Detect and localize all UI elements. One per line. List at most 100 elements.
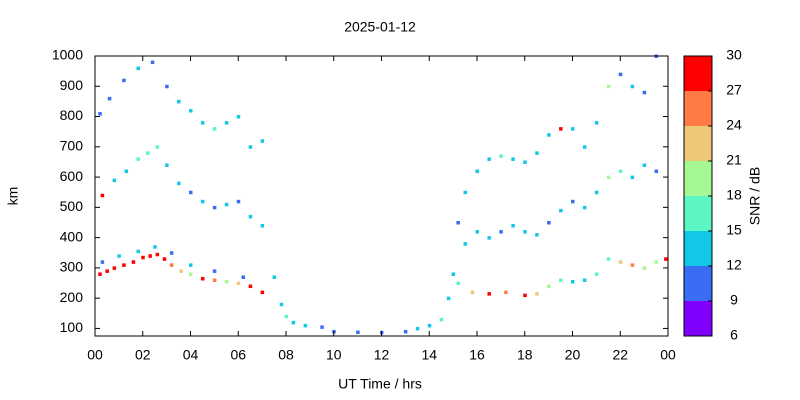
data-point [559, 208, 563, 213]
data-point [439, 317, 444, 322]
y-tick-label: 1000 [52, 47, 83, 63]
data-point [642, 266, 647, 270]
data-point [499, 230, 503, 234]
x-tick-label: 00 [87, 347, 103, 363]
data-point [162, 257, 167, 261]
data-point [654, 260, 659, 264]
data-point [122, 78, 126, 83]
data-point [260, 224, 265, 228]
data-point [189, 272, 193, 276]
x-tick-label: 08 [278, 347, 294, 363]
data-point [117, 254, 121, 258]
data-point [606, 175, 611, 180]
data-point [630, 175, 635, 180]
data-point [630, 263, 635, 267]
colorbar-tick-label: 6 [730, 327, 738, 343]
data-point [169, 251, 174, 255]
x-tick-label: 02 [135, 347, 151, 363]
data-point [487, 292, 491, 296]
data-point [523, 160, 527, 164]
colorbar-tick-label: 30 [726, 47, 742, 63]
data-point [630, 84, 635, 89]
plot-frame [94, 55, 669, 337]
data-point [236, 281, 241, 286]
data-point [535, 233, 539, 237]
data-point [98, 272, 102, 276]
data-point [177, 99, 181, 104]
data-point [475, 230, 479, 234]
x-tick-label: 16 [469, 347, 485, 363]
data-point [131, 260, 136, 264]
y-tick-label: 500 [60, 198, 84, 214]
data-point [487, 236, 491, 240]
data-point [155, 145, 160, 149]
data-point [236, 115, 241, 119]
data-point [606, 84, 611, 89]
data-point [212, 278, 217, 282]
data-point [212, 127, 217, 131]
chart-title: 2025-01-12 [344, 19, 416, 35]
data-point [571, 127, 575, 131]
data-point [594, 121, 599, 125]
data-point [248, 214, 253, 219]
data-point [124, 169, 129, 174]
y-tick-label: 800 [60, 107, 84, 123]
data-point [260, 290, 265, 295]
data-point [136, 249, 140, 254]
data-point [122, 263, 126, 267]
data-point [654, 169, 659, 174]
data-point [320, 325, 324, 329]
x-tick-label: 20 [565, 347, 581, 363]
colorbar-segment [684, 231, 712, 266]
y-tick-label: 200 [60, 289, 84, 305]
x-tick-label: 06 [230, 347, 246, 363]
x-tick-label: 18 [517, 347, 533, 363]
data-point [212, 269, 217, 273]
data-point [547, 133, 551, 137]
data-point [499, 154, 503, 158]
data-point [146, 151, 150, 155]
data-point [248, 145, 253, 149]
colorbar-tick-label: 15 [726, 222, 742, 238]
data-point [470, 290, 475, 295]
data-point [606, 257, 611, 261]
data-point [112, 266, 117, 270]
data-point [487, 157, 491, 161]
data-point [136, 157, 140, 161]
x-axis-label: UT Time / hrs [338, 376, 422, 392]
x-tick-label: 12 [374, 347, 390, 363]
data-point [189, 190, 193, 195]
colorbar-label: SNR / dB [747, 167, 763, 225]
colorbar-tick-label: 9 [730, 292, 738, 308]
data-point [98, 112, 102, 116]
data-point [594, 190, 599, 195]
colorbar-tick-label: 12 [726, 257, 742, 273]
data-point [547, 220, 551, 225]
colorbar-segment [684, 266, 712, 301]
data-point [148, 254, 152, 258]
data-point [535, 292, 539, 296]
y-tick-label: 900 [60, 77, 84, 93]
data-point [165, 163, 169, 167]
data-point [547, 284, 551, 289]
x-tick-label: 14 [421, 347, 437, 363]
data-point [427, 323, 432, 328]
data-point [150, 60, 155, 65]
data-point [571, 280, 575, 284]
data-point [100, 260, 105, 264]
data-point [456, 281, 460, 286]
data-point [291, 320, 296, 325]
data-point [236, 199, 241, 204]
data-point [153, 245, 157, 249]
data-point [642, 90, 647, 95]
colorbar-segment [684, 196, 712, 231]
data-point [279, 302, 284, 307]
data-point [463, 190, 468, 195]
data-point [642, 163, 647, 167]
data-point [224, 121, 229, 125]
colorbar-tick-label: 18 [726, 187, 742, 203]
data-point [105, 269, 109, 273]
y-tick-label: 400 [60, 228, 84, 244]
x-tick-label: 00 [660, 347, 676, 363]
data-point [571, 199, 575, 204]
